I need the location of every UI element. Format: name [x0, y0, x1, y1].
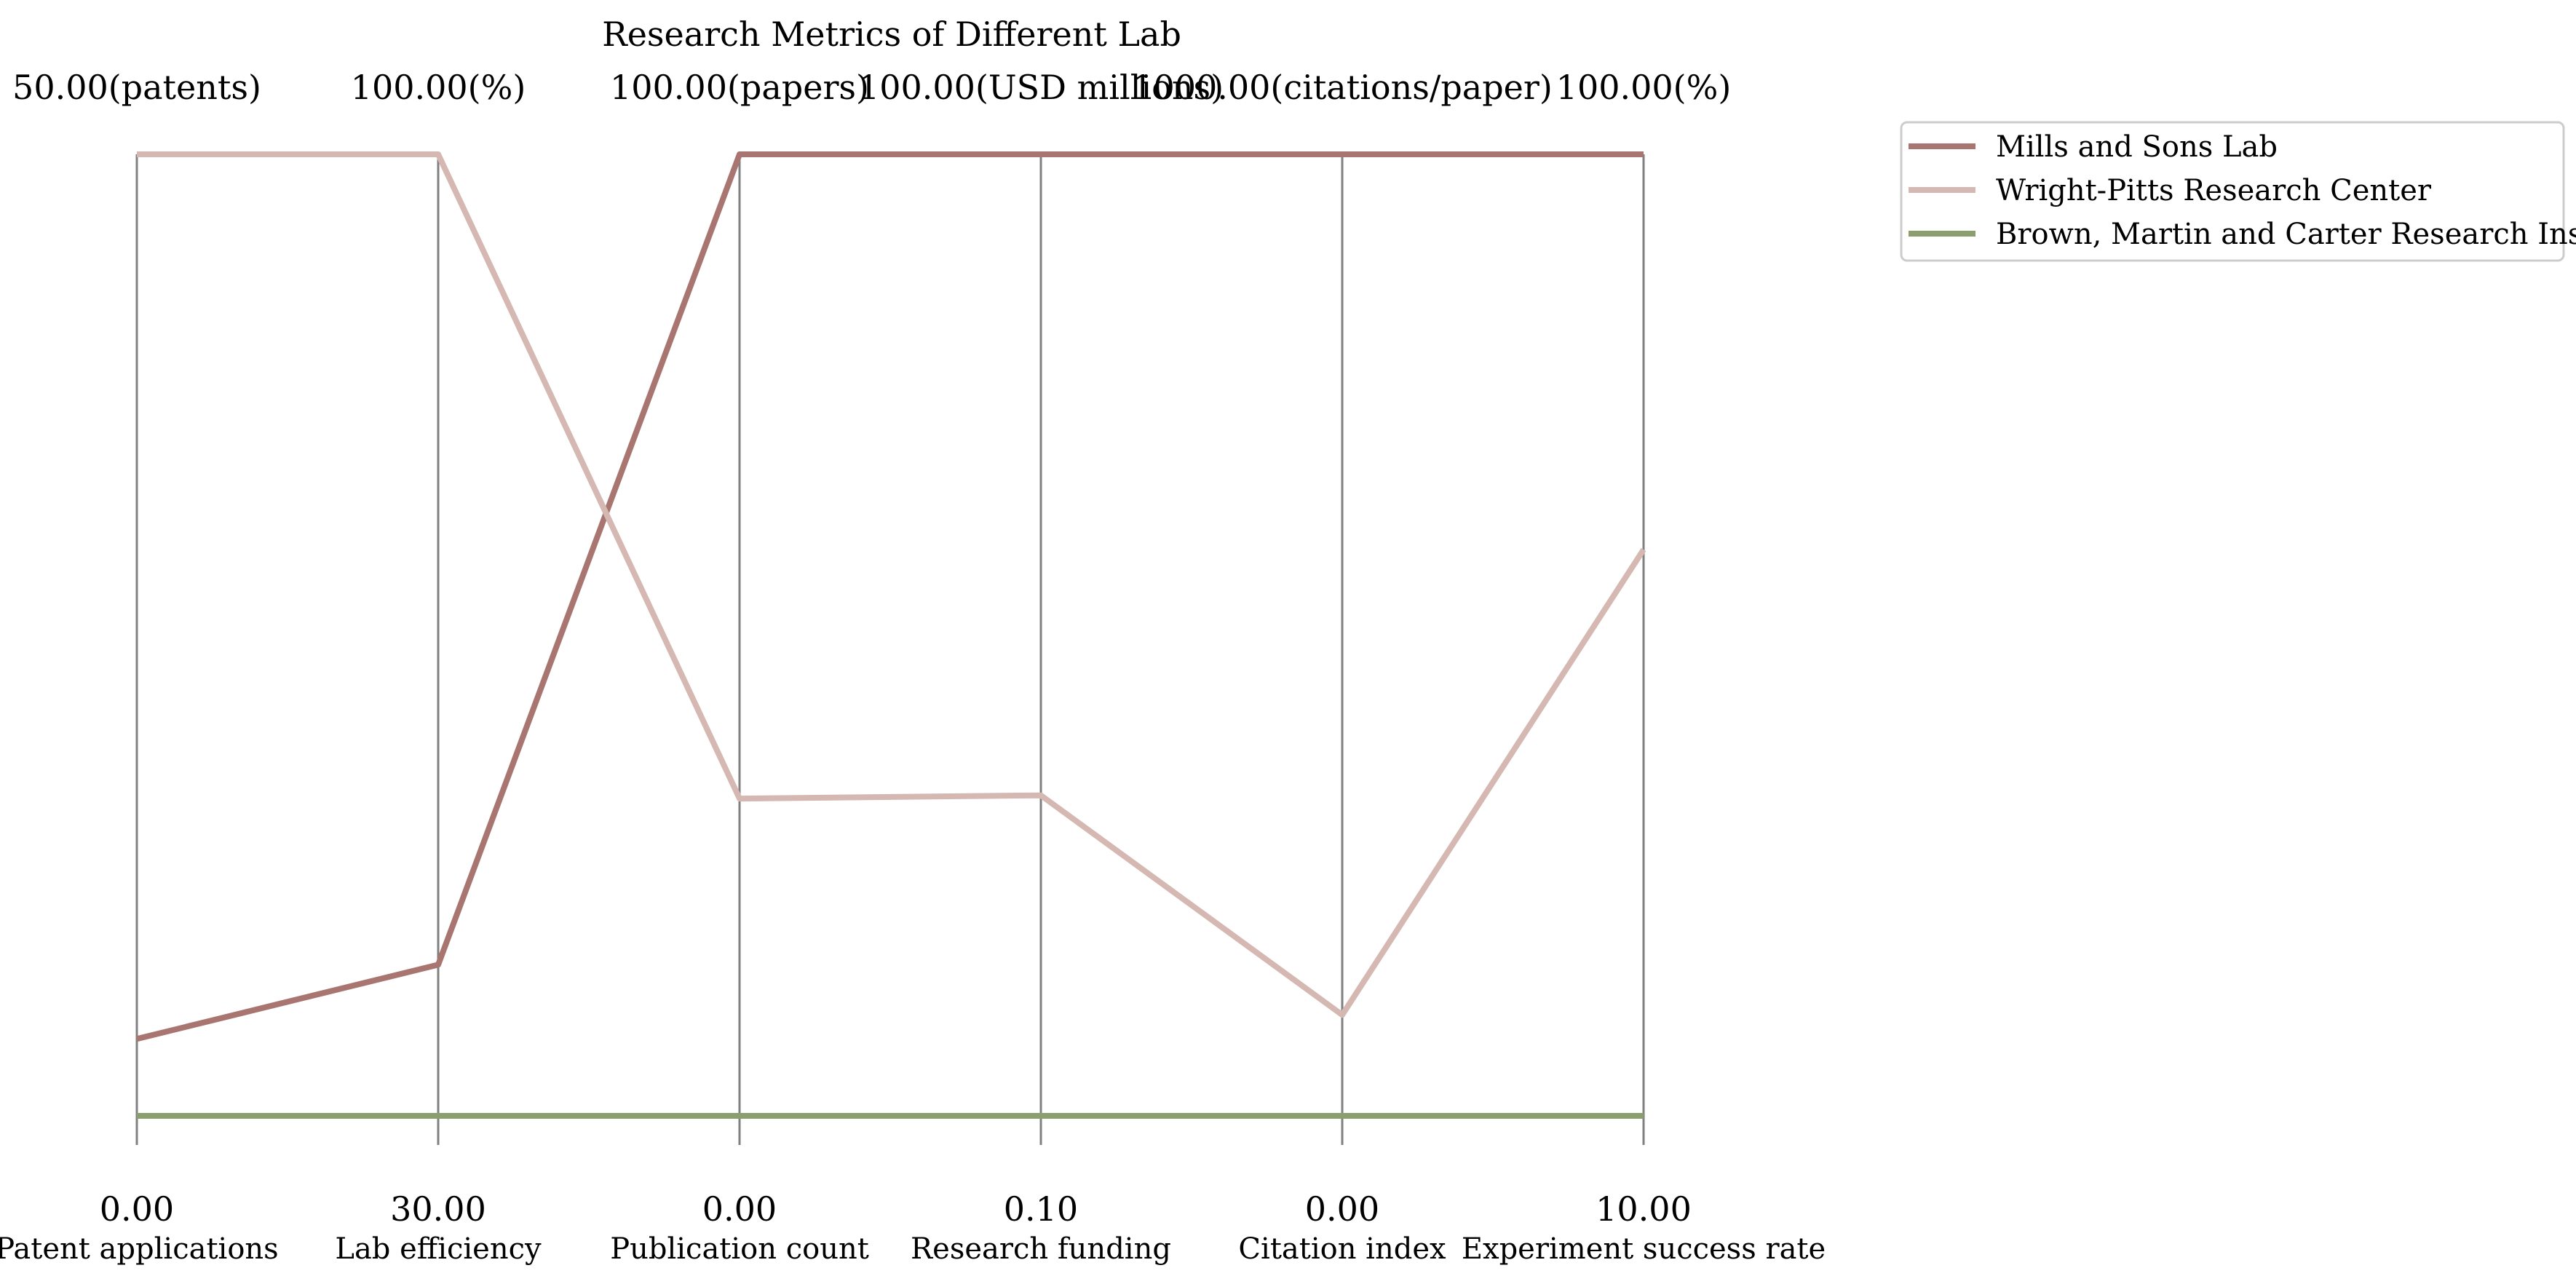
legend: Mills and Sons Lab Wright-Pitts Research … — [1900, 121, 2576, 262]
legend-label: Wright-Pitts Research Center — [1996, 174, 2432, 207]
series-line — [136, 151, 1644, 1042]
axis-min-label: 0.00 — [702, 1189, 777, 1229]
axis-max-label: 50.00(patents) — [12, 68, 261, 107]
axis-max-label: 100.00(papers) — [610, 68, 869, 107]
axis-max-label: 100.00(%) — [1556, 68, 1732, 107]
axis-min-label: 0.00 — [1305, 1189, 1379, 1229]
axis-max-label: 100.00(%) — [351, 68, 526, 107]
axis-name: Experiment success rate — [1462, 1232, 1826, 1266]
axis-name: Lab efficiency — [335, 1232, 542, 1266]
axis-name: Research funding — [911, 1232, 1171, 1266]
axis-name: Publication count — [610, 1232, 869, 1266]
axis-min-label: 0.00 — [100, 1189, 174, 1229]
chart-title: Research Metrics of Different Lab — [602, 15, 1181, 54]
legend-frame — [1900, 121, 2565, 262]
axis-name: Patent applications — [0, 1232, 279, 1266]
axis-max-label: 1000.00(citations/paper) — [1132, 68, 1553, 107]
axis-min-label: 30.00 — [390, 1189, 486, 1229]
axis-min-label: 10.00 — [1596, 1189, 1692, 1229]
series-line — [137, 151, 1646, 1018]
axis-name: Citation index — [1238, 1232, 1446, 1266]
series-lines-group — [136, 151, 1646, 1119]
legend-items: Mills and Sons Lab Wright-Pitts Research … — [1909, 130, 2576, 251]
axis-min-label: 0.10 — [1004, 1189, 1078, 1229]
axis-max-label: 100.00(USD millions) — [858, 68, 1224, 107]
legend-label: Mills and Sons Lab — [1996, 130, 2278, 164]
legend-label: Brown, Martin and Carter Research Instit… — [1996, 218, 2576, 251]
